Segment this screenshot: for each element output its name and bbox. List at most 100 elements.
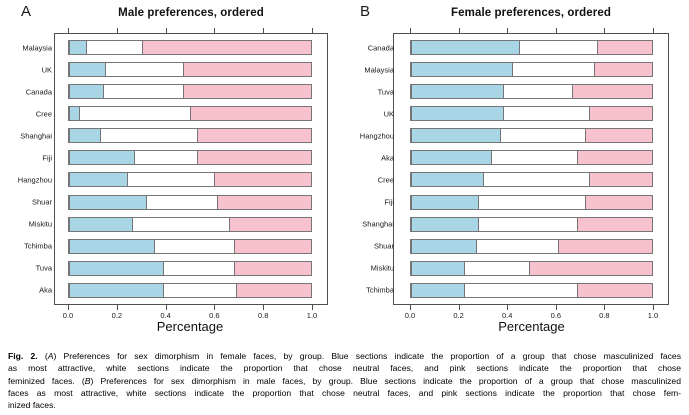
bar-segment-masculinized — [69, 239, 154, 253]
bar-segment-masculinized — [69, 261, 164, 275]
bar-row: Malaysia — [22, 40, 312, 55]
x-axis-label: Percentage — [498, 319, 565, 334]
bar-segment-feminized — [182, 85, 311, 99]
bar-row: UK — [384, 106, 653, 122]
bar-row: Aka — [39, 282, 312, 298]
bar-segment-feminized — [233, 261, 311, 275]
tick-mark — [263, 28, 265, 33]
bar-segment-feminized — [233, 239, 311, 253]
bar-segment-masculinized — [411, 151, 491, 165]
bar-segment-masculinized — [411, 173, 484, 187]
x-tick-label: 1.0 — [647, 311, 659, 320]
bar-segment-feminized — [589, 107, 652, 121]
bar-row: Canada — [26, 84, 312, 100]
bar-segment-feminized — [182, 63, 311, 77]
bar-segment-neutral — [146, 195, 217, 209]
bar-segment-feminized — [214, 173, 311, 187]
bar-segment-neutral — [464, 283, 578, 297]
x-axis-tick-labels: 0.0 0.2 0.4 0.6 0.8 1.0 — [405, 311, 658, 321]
category-label: Miskitu — [370, 263, 394, 273]
bars: Malaysia UK Canada Cree Shanghai Fiji Hangzhou… — [18, 40, 312, 298]
category-label: Tchimba — [24, 241, 52, 251]
tick-mark — [165, 28, 167, 33]
x-axis-tick-labels: 0.0 0.2 0.4 0.6 0.8 1.0 — [63, 311, 317, 321]
bar-segment-masculinized — [411, 63, 513, 77]
bar-segment-neutral — [153, 239, 234, 253]
x-tick-label: 0.4 — [501, 311, 513, 320]
bar-row: Fiji — [42, 150, 312, 166]
bar-segment-neutral — [464, 261, 530, 275]
x-axis-bottom-ticks — [410, 305, 654, 310]
category-label: Tchimba — [366, 285, 394, 295]
bar-segment-masculinized — [411, 195, 479, 209]
bar-row: Aka — [381, 150, 653, 166]
tick-mark — [653, 305, 654, 310]
bar-segment-neutral — [85, 41, 142, 54]
tick-mark — [214, 305, 216, 310]
bar-segment-masculinized — [411, 107, 503, 121]
category-label: Shuar — [373, 241, 394, 251]
bar-segment-neutral — [102, 85, 183, 99]
caption-line: as most attractive, white sections indic… — [8, 363, 681, 374]
bar-segment-masculinized — [69, 129, 101, 143]
bar-segment-feminized — [577, 151, 652, 165]
x-axis-label: Percentage — [156, 319, 224, 334]
category-label: Aka — [381, 153, 394, 163]
bar-segment-feminized — [589, 173, 652, 187]
bar-segment-feminized — [558, 239, 652, 253]
x-tick-label: 0.8 — [257, 311, 269, 320]
panel-b-title: Female preferences, ordered — [451, 7, 611, 19]
category-label: Aka — [39, 285, 52, 295]
bar-segment-masculinized — [411, 261, 465, 275]
panel-a-letter: A — [21, 3, 32, 20]
tick-mark — [458, 28, 460, 33]
bar-segment-masculinized — [411, 239, 477, 253]
category-label: Malaysia — [364, 65, 394, 75]
category-label: Fiji — [42, 153, 52, 163]
bar-segment-feminized — [141, 41, 311, 54]
bar-segment-neutral — [490, 151, 578, 165]
bar-segment-masculinized — [69, 217, 132, 231]
x-axis-bottom-ticks — [68, 305, 313, 310]
bar-row: Miskitu — [371, 260, 653, 276]
bar-segment-neutral — [500, 129, 585, 143]
tick-mark — [214, 28, 216, 33]
bar-segment-masculinized — [411, 85, 503, 99]
bar-segment-neutral — [127, 173, 215, 187]
tick-mark — [312, 28, 313, 33]
x-tick-label: 0.6 — [550, 311, 562, 320]
tick-mark — [604, 305, 606, 310]
tick-mark — [604, 28, 606, 33]
tick-mark — [116, 28, 118, 33]
bar-row: Canada — [368, 40, 653, 55]
x-tick-label: 0.2 — [453, 311, 464, 320]
bar-row: Miskitu — [29, 216, 312, 232]
tick-mark — [68, 305, 69, 310]
panel-a: A Male preferences, ordered Malaysia UK Ca… — [0, 0, 345, 348]
bar-segment-feminized — [596, 41, 652, 54]
plot-box-b: Canada Malaysia Tuva UK Hangzhou Aka Cree Fiji S… — [360, 28, 669, 320]
caption-line: Fig. 2. (A) Preferences for sex dimorphi… — [8, 351, 682, 361]
bar-segment-masculinized — [411, 129, 501, 143]
bar-segment-masculinized — [69, 63, 106, 77]
category-label: UK — [383, 109, 394, 119]
caption-line: inized faces. — [8, 400, 56, 411]
bar-segment-masculinized — [411, 283, 465, 297]
figure-caption: Fig. 2. (A) Preferences for sex dimorphi… — [8, 350, 681, 411]
tick-mark — [653, 28, 654, 33]
x-tick-label: 0.0 — [62, 311, 74, 320]
bar-segment-neutral — [478, 195, 585, 209]
caption-line: faces as most attractive, white sections… — [8, 387, 681, 398]
bar-segment-feminized — [197, 151, 311, 165]
panel-b: B Female preferences, ordered Canada Mala… — [344, 0, 689, 348]
bar-segment-neutral — [502, 107, 590, 121]
tick-mark — [555, 28, 557, 33]
bar-segment-neutral — [483, 173, 590, 187]
category-label: Canada — [367, 43, 394, 52]
bar-row: Tuva — [36, 260, 312, 276]
tick-mark — [165, 305, 167, 310]
category-label: Miskitu — [28, 219, 52, 229]
category-label: UK — [41, 65, 52, 75]
tick-mark — [410, 305, 411, 310]
bar-row: Tchimba — [366, 282, 653, 298]
